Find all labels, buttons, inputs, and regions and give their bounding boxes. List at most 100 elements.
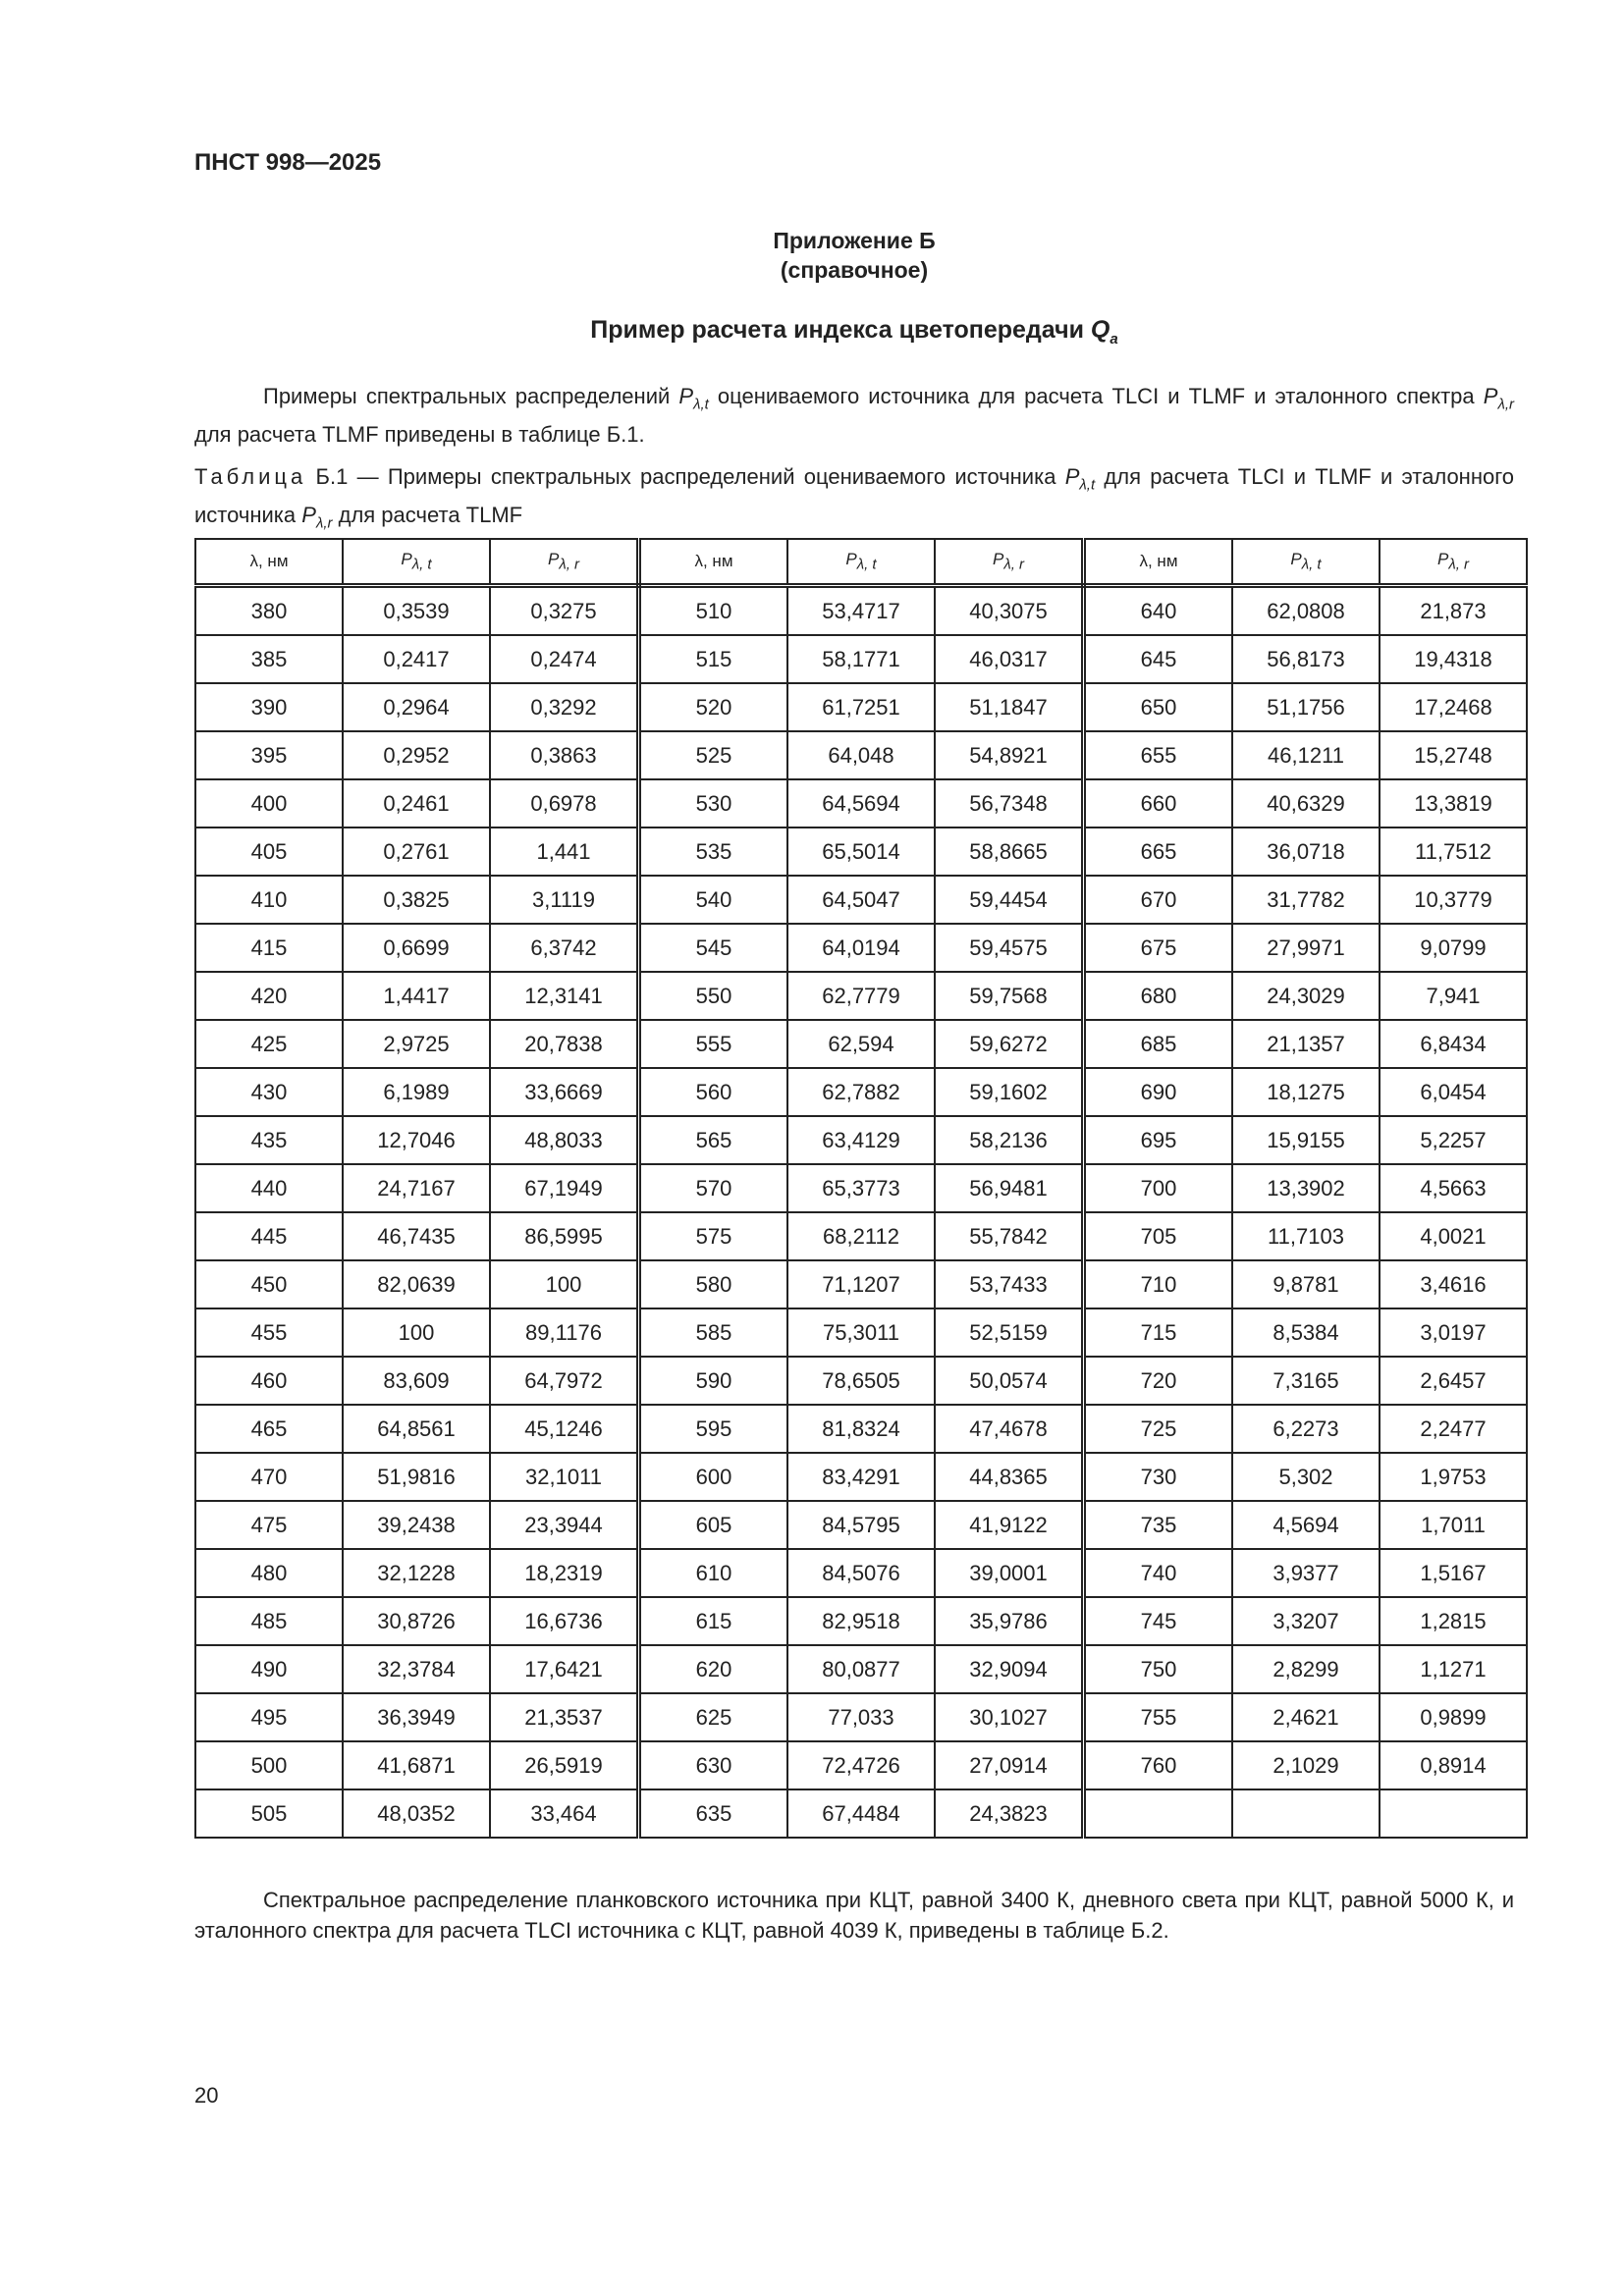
caption-text: для расчета TLCI и TLMF и эталонного ист… — [194, 464, 1514, 528]
table-cell: 535 — [637, 827, 788, 877]
table-cell: 5,302 — [1231, 1452, 1380, 1502]
table-cell: 3,9377 — [1231, 1548, 1380, 1598]
table-cell: 53,7433 — [934, 1259, 1086, 1309]
table-cell: 8,5384 — [1231, 1308, 1380, 1358]
table-cell: 1,1271 — [1379, 1644, 1528, 1694]
table-cell: 675 — [1082, 923, 1233, 973]
table-cell: 0,2417 — [342, 634, 491, 684]
outro-paragraph: Спектральное распределение планковского … — [194, 1888, 1514, 1943]
table-cell: 23,3944 — [489, 1500, 641, 1550]
table-cell: 720 — [1082, 1356, 1233, 1406]
table-cell: 24,3823 — [934, 1789, 1086, 1839]
table-cell: 390 — [194, 682, 344, 732]
table-cell: 67,4484 — [786, 1789, 936, 1839]
table-cell: 650 — [1082, 682, 1233, 732]
table-cell: 605 — [637, 1500, 788, 1550]
table-cell: 0,6978 — [489, 778, 641, 828]
table-cell: 6,3742 — [489, 923, 641, 973]
intro-text: оцениваемого источника для расчета TLCI … — [717, 384, 1475, 408]
table-cell: 445 — [194, 1211, 344, 1261]
table-cell: 54,8921 — [934, 730, 1086, 780]
table-cell: 570 — [637, 1163, 788, 1213]
table-cell: 46,7435 — [342, 1211, 491, 1261]
table-cell: 61,7251 — [786, 682, 936, 732]
table-cell: 0,6699 — [342, 923, 491, 973]
table-cell: 680 — [1082, 971, 1233, 1021]
table-cell: 67,1949 — [489, 1163, 641, 1213]
table-cell: 485 — [194, 1596, 344, 1646]
table-cell: 32,9094 — [934, 1644, 1086, 1694]
table-cell: 2,4621 — [1231, 1692, 1380, 1742]
symbol-sub: λ,t — [693, 396, 709, 413]
table-cell: 19,4318 — [1379, 634, 1528, 684]
table-cell: 64,7972 — [489, 1356, 641, 1406]
table-cell: 3,1119 — [489, 875, 641, 925]
table-cell: 45,1246 — [489, 1404, 641, 1454]
table-cell: 86,5995 — [489, 1211, 641, 1261]
table-cell: 1,4417 — [342, 971, 491, 1021]
table-cell: 53,4717 — [786, 584, 936, 636]
caption-label: Таблица — [194, 464, 307, 489]
table-cell: 460 — [194, 1356, 344, 1406]
table-cell: 455 — [194, 1308, 344, 1358]
table-cell — [1379, 1789, 1528, 1839]
table-cell: 26,5919 — [489, 1740, 641, 1790]
table-cell: 15,9155 — [1231, 1115, 1380, 1165]
table-cell: 30,1027 — [934, 1692, 1086, 1742]
table-cell: 56,9481 — [934, 1163, 1086, 1213]
table-row: 455 100 89,1176 585 75,3011 52,5159 715 8,5384 3… — [194, 1308, 1528, 1358]
table-cell: 2,9725 — [342, 1019, 491, 1069]
table-cell: 505 — [194, 1789, 344, 1839]
symbol-sub: λ, t — [856, 556, 877, 573]
table-cell: 2,6457 — [1379, 1356, 1528, 1406]
table-cell: 430 — [194, 1067, 344, 1117]
symbol: P — [1064, 464, 1080, 489]
table-cell: 0,2761 — [342, 827, 491, 877]
table-cell: 610 — [637, 1548, 788, 1598]
table-row: 390 0,2964 0,3292 520 61,7251 51,1847 650 51,17… — [194, 682, 1528, 732]
table-cell: 64,048 — [786, 730, 936, 780]
table-cell: 68,2112 — [786, 1211, 936, 1261]
spectral-table: λ, нм Pλ, t Pλ, r λ, нм Pλ, t Pλ, r λ, нм Pλ, t… — [194, 538, 1528, 1839]
header-wavelength: λ, нм — [1082, 538, 1233, 588]
table-cell: 9,0799 — [1379, 923, 1528, 973]
table-cell: 495 — [194, 1692, 344, 1742]
header-p-t: Pλ, t — [786, 538, 936, 588]
table-cell: 0,2964 — [342, 682, 491, 732]
table-cell: 82,9518 — [786, 1596, 936, 1646]
table-row: 380 0,3539 0,3275 510 53,4717 40,3075 640 62,08… — [194, 584, 1528, 636]
symbol: P — [992, 550, 1004, 569]
table-cell: 4,5663 — [1379, 1163, 1528, 1213]
table-cell: 84,5076 — [786, 1548, 936, 1598]
table-cell: 20,7838 — [489, 1019, 641, 1069]
table-cell: 32,1228 — [342, 1548, 491, 1598]
table-cell: 39,0001 — [934, 1548, 1086, 1598]
table-cell: 385 — [194, 634, 344, 684]
table-row: 410 0,3825 3,1119 540 64,5047 59,4454 670 31,77… — [194, 875, 1528, 925]
table-row: 420 1,4417 12,3141 550 62,7779 59,7568 680 24,3… — [194, 971, 1528, 1021]
table-cell: 41,9122 — [934, 1500, 1086, 1550]
table-cell: 1,5167 — [1379, 1548, 1528, 1598]
table-cell: 56,8173 — [1231, 634, 1380, 684]
header-p-r: Pλ, r — [934, 538, 1086, 588]
table-cell: 32,3784 — [342, 1644, 491, 1694]
table-cell: 48,0352 — [342, 1789, 491, 1839]
table-cell: 100 — [489, 1259, 641, 1309]
table-cell: 590 — [637, 1356, 788, 1406]
example-title: Пример расчета индекса цветопередачи Qa — [194, 316, 1514, 347]
symbol-sub: λ, r — [559, 556, 580, 573]
table-cell: 18,1275 — [1231, 1067, 1380, 1117]
table-row: 465 64,8561 45,1246 595 81,8324 47,4678 725 6,2… — [194, 1404, 1528, 1454]
table-row: 440 24,7167 67,1949 570 65,3773 56,9481 700 13,… — [194, 1163, 1528, 1213]
table-cell: 44,8365 — [934, 1452, 1086, 1502]
table-cell: 58,1771 — [786, 634, 936, 684]
table-cell: 11,7103 — [1231, 1211, 1380, 1261]
table-cell: 64,8561 — [342, 1404, 491, 1454]
table-cell: 515 — [637, 634, 788, 684]
table-cell: 700 — [1082, 1163, 1233, 1213]
qa-subscript: a — [1110, 331, 1118, 347]
table-cell: 0,2461 — [342, 778, 491, 828]
table-row: 500 41,6871 26,5919 630 72,4726 27,0914 760 2,1… — [194, 1740, 1528, 1790]
table-cell: 1,2815 — [1379, 1596, 1528, 1646]
header-p-t: Pλ, t — [1231, 538, 1380, 588]
